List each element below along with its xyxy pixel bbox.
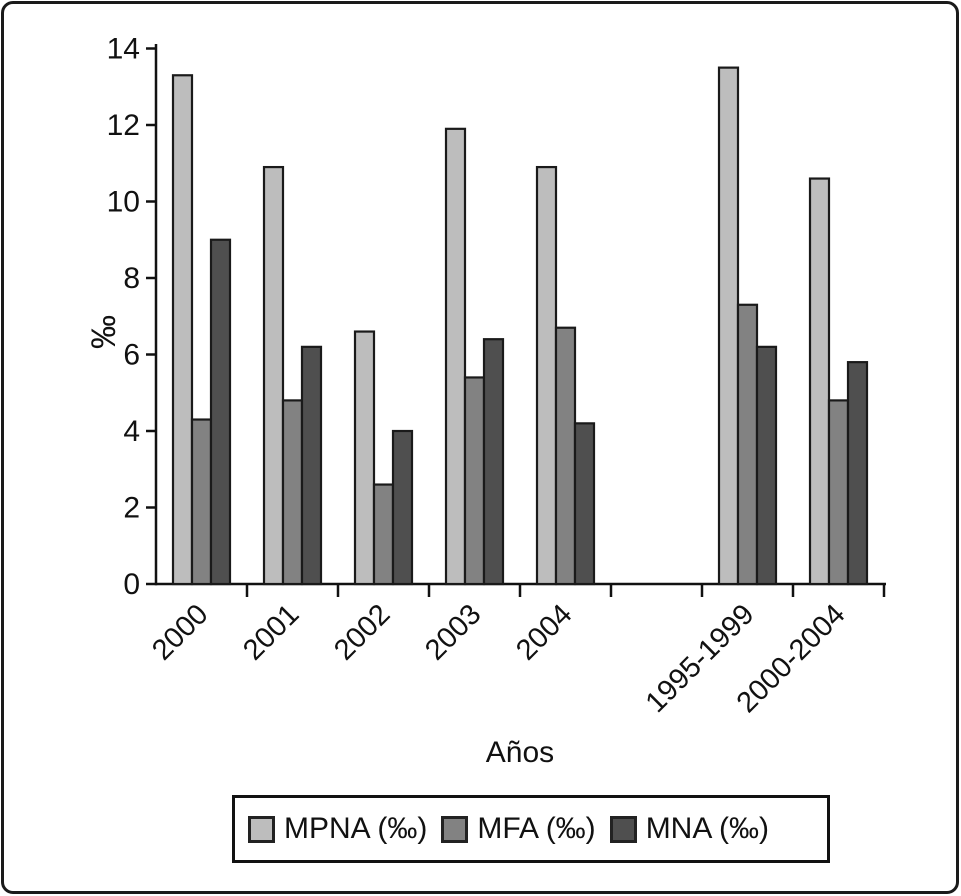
x-tick-label: 2003	[419, 598, 487, 666]
bar	[391, 429, 414, 586]
legend-item-mpna: MPNA (‰)	[248, 812, 427, 846]
bar	[827, 399, 850, 586]
bar	[573, 422, 596, 586]
y-tick-label: 14	[107, 33, 140, 66]
y-tick-label: 4	[123, 415, 140, 448]
bar	[755, 345, 778, 586]
bar	[281, 399, 304, 586]
bar	[190, 418, 213, 586]
bar	[353, 330, 376, 586]
y-tick-label: 8	[123, 262, 140, 295]
bar	[262, 165, 285, 586]
bar	[209, 238, 232, 586]
bars-group	[171, 66, 869, 586]
bar	[535, 165, 558, 586]
bar	[300, 345, 323, 586]
x-tick-label: 2001	[237, 598, 305, 666]
x-tick-label: 2000	[146, 598, 214, 666]
y-tick-label: 10	[107, 186, 140, 219]
y-tick-label: 6	[123, 339, 140, 372]
bar	[444, 127, 467, 586]
x-axis-title: Años	[485, 736, 555, 769]
x-tick-label: 2004	[510, 598, 578, 666]
legend-swatch-mpna-icon	[248, 815, 275, 843]
legend-swatch-mfa-icon	[441, 815, 469, 843]
bar	[463, 376, 486, 586]
bar	[717, 66, 740, 586]
x-tick-label: 2002	[328, 598, 396, 666]
legend-item-mfa: MFA (‰)	[441, 812, 596, 846]
legend-label-mfa: MFA (‰)	[477, 812, 596, 845]
bar	[171, 74, 194, 586]
bar	[846, 361, 869, 586]
y-axis-title: ‰	[84, 315, 123, 349]
legend-label-mna: MNA (‰)	[645, 812, 770, 845]
legend-item-mna: MNA (‰)	[609, 812, 770, 846]
legend-label-mpna: MPNA (‰)	[284, 812, 428, 845]
y-tick-label: 0	[123, 568, 140, 601]
legend-swatch-mna-icon	[609, 815, 637, 843]
chart-legend: MPNA (‰) MFA (‰) MNA (‰)	[232, 795, 830, 863]
bar	[482, 338, 505, 586]
bar	[808, 177, 831, 586]
bar	[736, 303, 759, 586]
bar	[554, 326, 577, 586]
y-tick-label: 2	[123, 492, 140, 525]
bar	[372, 483, 395, 586]
y-tick-label: 12	[107, 109, 140, 142]
